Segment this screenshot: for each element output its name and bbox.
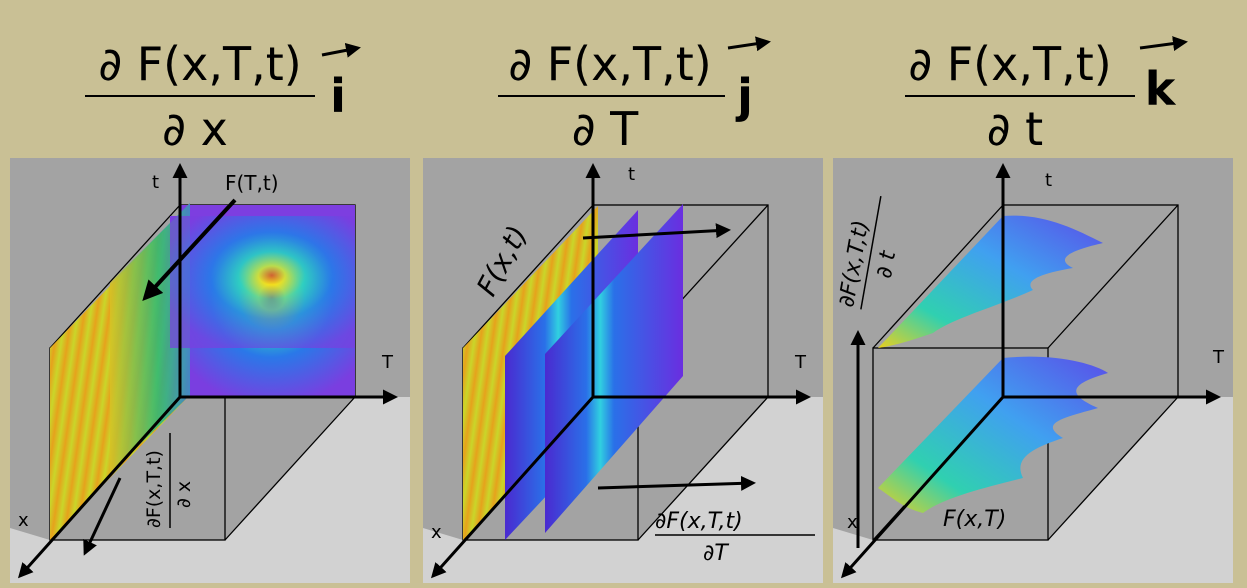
- numerator: ∂ F(x,T,t): [98, 37, 301, 91]
- panel: t T x F(x,t) ∂F(x,T,t) ∂T: [422, 157, 824, 584]
- panel: t T x ∂F(x,T,t) ∂ t F(x,T): [832, 157, 1234, 584]
- derivative-arrow: [597, 475, 756, 491]
- axis-label: T: [381, 352, 394, 373]
- denominator: ∂ x: [162, 102, 228, 156]
- surface-label: F(x,T): [943, 507, 1006, 532]
- derivative-denominator: ∂T: [703, 541, 729, 566]
- vector-arrow: [727, 36, 771, 52]
- surface-front: [170, 216, 355, 348]
- header: ∂ F(x,T,t) ∂ x i ∂ F(x,T,t) ∂ T j ∂ F(x,…: [85, 36, 1188, 156]
- vector: i: [330, 69, 346, 123]
- derivative-arrow: [582, 223, 731, 240]
- derivative-numerator: ∂F(x,T,t): [143, 450, 165, 528]
- axis-label: T: [794, 352, 807, 373]
- slice: [545, 204, 683, 533]
- numerator: ∂ F(x,T,t): [508, 37, 711, 91]
- denominator: ∂ t: [987, 102, 1043, 156]
- vector: k: [1145, 62, 1177, 116]
- vector-arrow: [1139, 36, 1188, 52]
- axis-label: t: [1045, 170, 1052, 191]
- derivative-arrow: [142, 198, 237, 301]
- axis-label: x: [847, 512, 858, 533]
- derivative-arrow: [83, 477, 122, 556]
- surface-label: F(T,t): [225, 171, 279, 195]
- derivative-numerator: ∂F(x,T,t): [655, 509, 743, 534]
- derivative-denominator: ∂ t: [872, 248, 902, 280]
- denominator: ∂ T: [572, 102, 639, 156]
- panel: t T x F(T,t) ∂F(x,T,t) ∂ x: [9, 157, 411, 584]
- vector: j: [735, 69, 753, 123]
- numerator: ∂ F(x,T,t): [908, 37, 1111, 91]
- derivative-denominator: ∂ x: [173, 481, 195, 508]
- axis-label: t: [152, 172, 159, 193]
- sheet: [878, 215, 1103, 348]
- axis-label: t: [628, 164, 635, 185]
- fraction-bar: [860, 196, 882, 310]
- vector-arrow: [321, 42, 361, 58]
- axis-label: x: [18, 510, 29, 531]
- axis-label: x: [431, 522, 442, 543]
- axis-label: T: [1212, 347, 1225, 368]
